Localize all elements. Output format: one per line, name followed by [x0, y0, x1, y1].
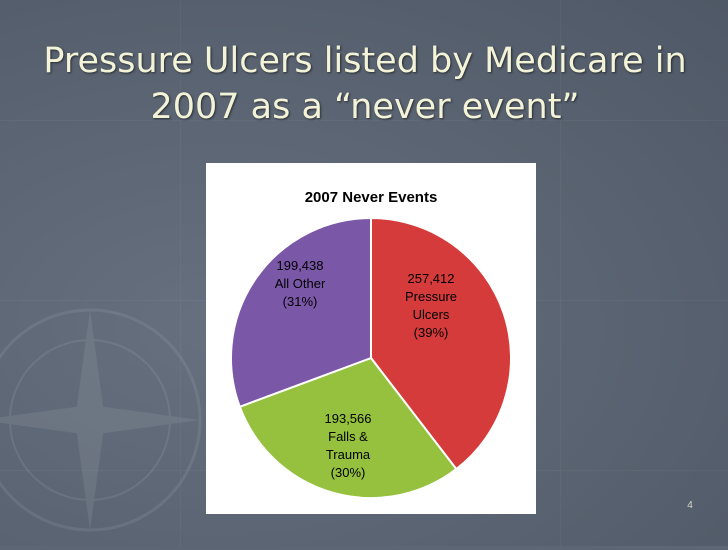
- slice-label-line: Trauma: [326, 447, 371, 462]
- pie-slice-2: [230, 216, 372, 409]
- pie-chart-panel: 2007 Never Events 257,412 Pressure Ulcers (3…: [206, 163, 536, 514]
- slide-title-line-2: 2007 as a “never event”: [150, 87, 580, 127]
- page-number: 4: [687, 500, 693, 511]
- slice-label-line: (39%): [414, 325, 449, 340]
- slice-label-2: 199,438 All Other (31%): [275, 258, 326, 309]
- pie-slice-0: [370, 216, 512, 471]
- slice-label-line: Ulcers: [413, 307, 450, 322]
- slice-label-line: (31%): [283, 294, 318, 309]
- slice-label-line: 257,412: [408, 271, 455, 286]
- slice-label-line: (30%): [331, 465, 366, 480]
- slice-label-line: All Other: [275, 276, 326, 291]
- chart-title: 2007 Never Events: [305, 189, 438, 206]
- compass-watermark-icon: [0, 308, 202, 532]
- slide-title: Pressure Ulcers listed by Medicare in 20…: [20, 38, 710, 130]
- slice-label-1: 193,566 Falls & Trauma (30%): [325, 411, 372, 480]
- slide-title-line-1: Pressure Ulcers listed by Medicare in: [43, 41, 687, 81]
- slice-label-line: Pressure: [405, 289, 457, 304]
- slice-label-line: 193,566: [325, 411, 372, 426]
- pie-chart: 2007 Never Events 257,412 Pressure Ulcers (3…: [230, 189, 512, 499]
- slice-label-line: 199,438: [277, 258, 324, 273]
- slice-label-line: Falls &: [328, 429, 368, 444]
- pie-slice-1: [238, 356, 458, 499]
- slice-label-0: 257,412 Pressure Ulcers (39%): [405, 271, 457, 340]
